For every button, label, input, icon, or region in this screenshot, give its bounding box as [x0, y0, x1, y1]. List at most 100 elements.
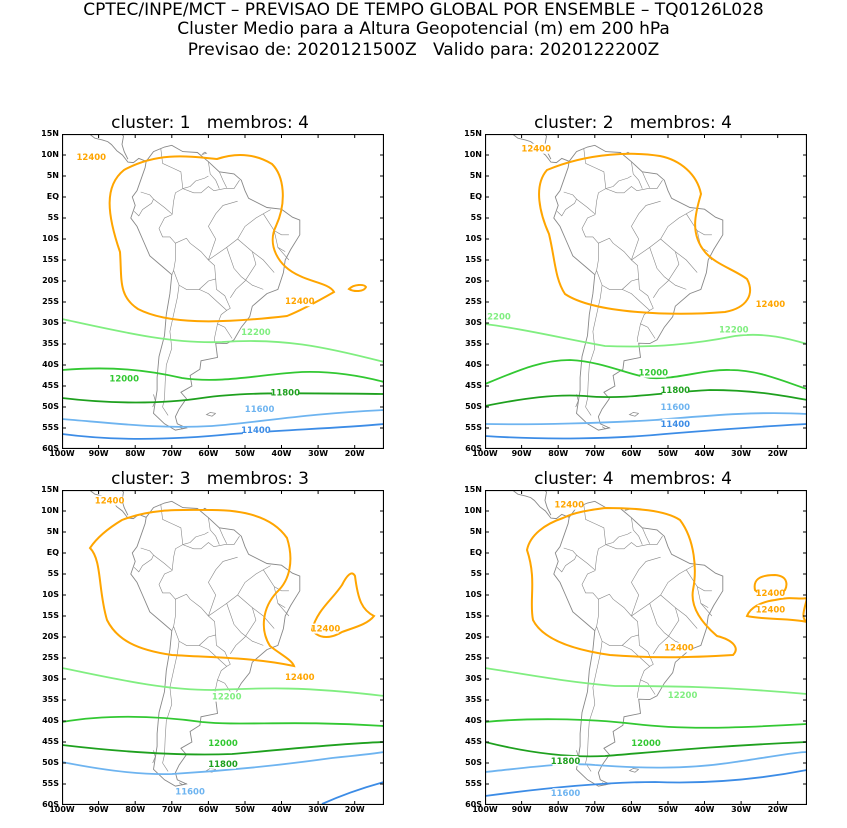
- country-border: [631, 556, 661, 617]
- lat-tick-label: 5S: [470, 569, 482, 578]
- country-border: [219, 171, 227, 188]
- contour-label-text: 12000: [109, 374, 139, 384]
- lat-tick-label: 20S: [465, 632, 482, 641]
- contour-label: 11600: [551, 788, 580, 799]
- island-outline: [152, 394, 156, 408]
- contour-label: 11800: [270, 387, 300, 398]
- contour-label: 12400: [554, 499, 584, 511]
- lat-tick-label: 15N: [464, 129, 482, 138]
- contour-11600: [61, 409, 385, 428]
- country-border: [697, 230, 712, 236]
- lat-tick-label: 15S: [42, 255, 59, 264]
- contour-label-bg: [662, 418, 689, 429]
- contour-11400: [484, 769, 808, 797]
- lon-tick-label: 80W: [125, 805, 146, 814]
- country-border: [653, 607, 680, 654]
- lon-tick-label: 50W: [235, 805, 255, 814]
- lat-tick-label: 5N: [469, 527, 482, 536]
- country-border: [230, 251, 257, 298]
- contour-11800: [61, 741, 385, 756]
- lon-tick-label: 90W: [511, 805, 532, 814]
- country-border: [649, 603, 687, 646]
- lat-tick-label: 50S: [465, 402, 482, 411]
- contour-label-bg: [633, 737, 659, 748]
- lat-tick-label: 20S: [465, 276, 482, 285]
- lon-tick-label: 40W: [271, 805, 292, 814]
- contour-label-bg: [552, 788, 579, 799]
- valid-date: Valido para: 2020122200Z: [432, 40, 660, 60]
- lon-tick-label: 60W: [198, 805, 219, 814]
- country-border: [208, 200, 238, 261]
- country-border: [217, 666, 233, 695]
- coastline-south-america: [553, 144, 724, 431]
- country-border: [631, 161, 643, 189]
- contour-label-text: 12200: [668, 691, 698, 701]
- contour-label: 12200: [241, 327, 271, 338]
- date-gap: [417, 40, 433, 60]
- country-border: [583, 504, 607, 571]
- contour-label: 12000: [109, 373, 139, 384]
- header-dates: Previsao de: 2020121500Z Valido para: 20…: [0, 40, 847, 60]
- lat-tick-label: 10N: [41, 150, 59, 159]
- contour-label-text: 12200: [212, 693, 242, 703]
- contour-12000: [61, 367, 385, 383]
- country-border: [581, 214, 599, 275]
- country-border: [576, 198, 595, 215]
- contour-label: 12400: [285, 671, 315, 683]
- contour-11800: [484, 741, 808, 758]
- contour-label: 12400: [756, 604, 785, 616]
- country-border: [556, 547, 577, 573]
- lat-tick-label: 45S: [465, 737, 482, 746]
- lat-tick-label: 5N: [46, 527, 59, 536]
- country-border: [700, 603, 713, 617]
- country-border: [686, 213, 709, 252]
- lat-tick-label: 60S: [42, 444, 59, 453]
- country-border: [660, 238, 698, 273]
- contour-12400: [310, 572, 376, 638]
- map-frame: 12400 12400 12400 12400 12200 12000 11800 11600…: [464, 484, 809, 814]
- contour-label: 11800: [208, 758, 238, 770]
- country-border: [274, 230, 289, 236]
- lat-tick-label: 30S: [42, 674, 59, 683]
- contour-label-bg: [242, 327, 269, 338]
- country-border: [605, 531, 632, 545]
- country-border: [642, 171, 650, 188]
- contour-label-bg: [111, 373, 138, 384]
- lon-tick-label: 70W: [584, 805, 605, 814]
- lat-tick-label: 10N: [41, 506, 59, 515]
- country-border: [277, 603, 290, 617]
- lon-tick-label: 40W: [271, 449, 292, 458]
- lat-tick-label: 50S: [465, 758, 482, 767]
- country-border: [622, 645, 654, 667]
- contour-label-bg: [242, 425, 269, 436]
- country-border: [226, 603, 264, 646]
- lat-tick-label: 45S: [465, 381, 482, 390]
- contour-label-bg: [757, 587, 784, 598]
- country-border: [631, 200, 661, 261]
- lat-tick-label: 15S: [42, 611, 59, 620]
- lon-tick-label: 20W: [767, 805, 788, 814]
- lon-tick-label: 20W: [767, 449, 788, 458]
- lon-tick-label: 40W: [694, 805, 715, 814]
- contour-label: 12400: [756, 299, 785, 310]
- contour-label-text: 12400: [756, 589, 786, 599]
- lat-tick-label: 30S: [465, 674, 482, 683]
- country-border: [660, 594, 698, 629]
- contour-label-text: 12400: [664, 644, 694, 654]
- contour-12000: [61, 715, 385, 727]
- lat-tick-label: 15N: [41, 485, 59, 494]
- lat-tick-label: 40S: [42, 360, 59, 369]
- country-border: [175, 593, 229, 661]
- country-border: [158, 570, 176, 631]
- contour-label: 12400: [311, 623, 340, 635]
- contour-label: 11400: [241, 425, 271, 436]
- country-border: [263, 569, 286, 608]
- contour-label-bg: [665, 642, 692, 653]
- lat-tick-label: 15N: [464, 485, 482, 494]
- contour-label: 11400: [661, 418, 690, 430]
- lat-tick-label: 40S: [465, 716, 482, 725]
- panel-title: cluster: 1 membros: 4: [111, 113, 309, 133]
- lat-tick-label: 25S: [465, 653, 482, 662]
- contour-label-bg: [272, 387, 299, 398]
- lon-tick-label: 60W: [621, 805, 642, 814]
